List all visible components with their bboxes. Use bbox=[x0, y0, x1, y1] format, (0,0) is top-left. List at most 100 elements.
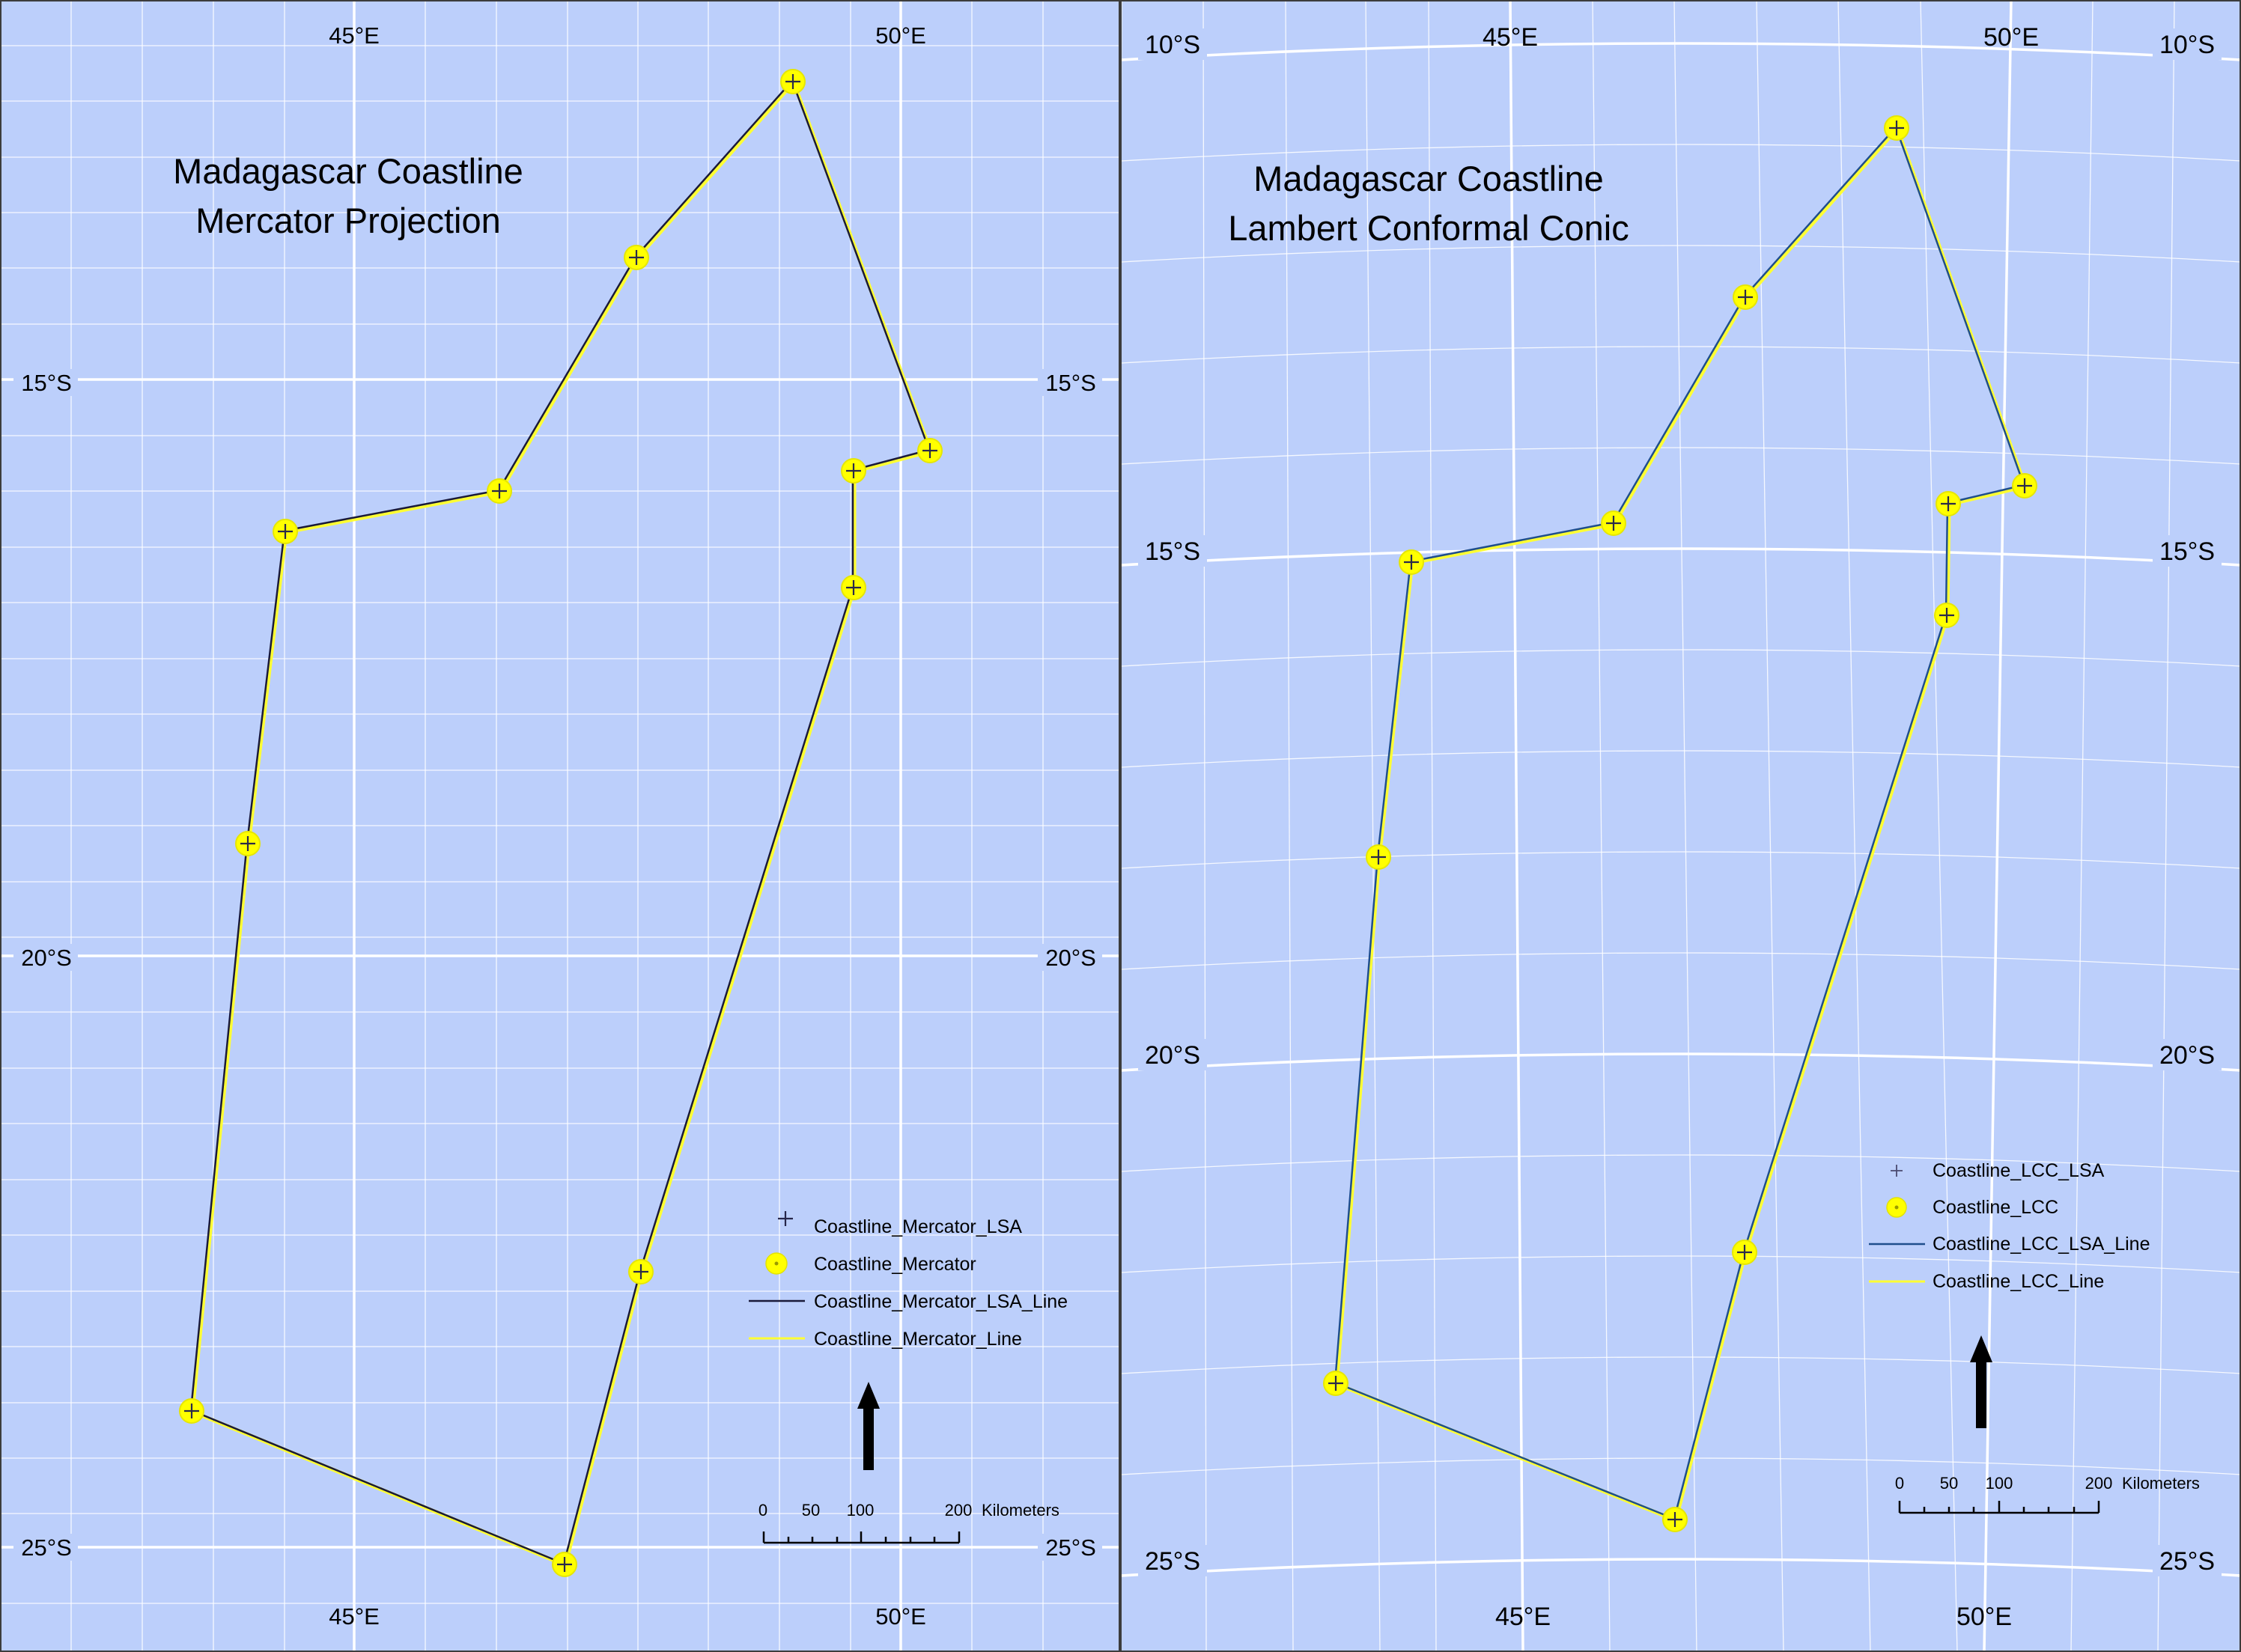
legend-label-lsa-line: Coastline_Mercator_LSA_Line bbox=[814, 1291, 1068, 1312]
graticule-parallel bbox=[1122, 1154, 2241, 1172]
legend-item-points: Coastline_Mercator bbox=[765, 1252, 976, 1275]
legend-label-lsa-points: Coastline_Mercator_LSA bbox=[814, 1216, 1022, 1237]
legend-label-line: Coastline_LCC_Line bbox=[1933, 1271, 2104, 1292]
graticule-parallel bbox=[1122, 952, 2241, 970]
graticule bbox=[1122, 0, 2241, 1652]
scale-tick-50: 50 bbox=[1940, 1474, 1958, 1493]
lon-label-45e-bottom: 45°E bbox=[1495, 1603, 1551, 1631]
coastline-lsa-point bbox=[278, 524, 293, 539]
graticule-meridian bbox=[1920, 0, 1958, 1652]
graticule-meridian bbox=[1285, 0, 1294, 1652]
map-title-line1: Madagascar Coastline bbox=[173, 151, 523, 191]
lat-labels: 10°S 10°S 15°S 15°S 20°S 20°S 25°S 25°S bbox=[1138, 28, 2222, 1576]
scale-tick-200: 200 bbox=[945, 1501, 973, 1520]
coastline-points bbox=[179, 69, 943, 1577]
panel-divider bbox=[1119, 0, 1122, 1652]
lat-label-15s-left: 15°S bbox=[1145, 537, 1200, 566]
map-title: Madagascar Coastline Lambert Conformal C… bbox=[1228, 159, 1629, 248]
scale-bar: 0 50 100 200 Kilometers bbox=[758, 1501, 1059, 1544]
graticule-parallel bbox=[1122, 1457, 2241, 1475]
coastline-lsa-point bbox=[629, 250, 644, 265]
coastline-lsa-point bbox=[1606, 516, 1621, 531]
coastline-points bbox=[1323, 115, 2037, 1532]
coastline-lsa-point bbox=[633, 1264, 648, 1279]
scale-unit: Kilometers bbox=[982, 1501, 1059, 1520]
scale-tick-0: 0 bbox=[758, 1501, 767, 1520]
legend: Coastline_LCC_LSA Coastline_LCC Coastlin… bbox=[1869, 1160, 2150, 1292]
graticule-parallel bbox=[1122, 851, 2241, 869]
coastline-lsa-point bbox=[1939, 608, 1954, 623]
scale-bar: 0 50 100 200 Kilometers bbox=[1895, 1474, 2200, 1514]
legend: Coastline_Mercator_LSA Coastline_Mercato… bbox=[749, 1211, 1068, 1350]
lon-label-50e-bottom: 50°E bbox=[875, 1603, 926, 1630]
lat-label-25s-left: 25°S bbox=[21, 1534, 72, 1561]
lat-label-20s-left: 20°S bbox=[1145, 1041, 1200, 1070]
graticule-parallel bbox=[1122, 1255, 2241, 1273]
coastline-lsa-point bbox=[846, 580, 861, 595]
coastline-lcc-lsa-line bbox=[1334, 126, 2025, 1520]
graticule-parallel bbox=[1122, 649, 2241, 667]
lat-label-10s-left: 10°S bbox=[1145, 31, 1200, 59]
legend-item-lsa-line: Coastline_Mercator_LSA_Line bbox=[749, 1291, 1068, 1312]
legend-label-lsa-line: Coastline_LCC_LSA_Line bbox=[1933, 1234, 2150, 1255]
legend-item-points: Coastline_LCC bbox=[1886, 1197, 2058, 1218]
legend-label-lsa-points: Coastline_LCC_LSA bbox=[1933, 1160, 2105, 1181]
coastline-lsa-point bbox=[2017, 478, 2032, 493]
legend-item-lsa-line: Coastline_LCC_LSA_Line bbox=[1869, 1234, 2150, 1255]
north-arrow-icon bbox=[857, 1382, 880, 1470]
map-title-line2: Lambert Conformal Conic bbox=[1228, 208, 1629, 248]
scale-tick-200: 200 bbox=[2085, 1474, 2113, 1493]
lat-label-15s-right: 15°S bbox=[2159, 537, 2215, 566]
coastline-lsa-point bbox=[240, 836, 255, 851]
coastline-lsa-point bbox=[1404, 555, 1419, 570]
coastline-lsa-point bbox=[557, 1557, 572, 1572]
lat-label-10s-right: 10°S bbox=[2159, 31, 2215, 59]
coastline-lsa-point bbox=[785, 74, 800, 89]
graticule-meridian bbox=[1592, 0, 1611, 1652]
coastline-lsa-point bbox=[846, 463, 861, 478]
scale-tick-100: 100 bbox=[847, 1501, 875, 1520]
lat-label-15s-left: 15°S bbox=[21, 370, 72, 396]
graticule-parallel bbox=[1122, 1052, 2241, 1072]
coastline-lsa-point bbox=[1738, 290, 1753, 305]
graticule-parallel bbox=[1122, 144, 2241, 162]
map-title-line2: Mercator Projection bbox=[195, 201, 501, 240]
coastline-lsa-point bbox=[922, 443, 937, 458]
lon-labels: 45°E 50°E 45°E 50°E bbox=[329, 22, 926, 1630]
legend-label-line: Coastline_Mercator_Line bbox=[814, 1329, 1022, 1350]
lon-label-45e-bottom: 45°E bbox=[329, 1603, 380, 1630]
lat-label-20s-right: 20°S bbox=[2159, 1041, 2215, 1070]
graticule-meridian bbox=[1673, 0, 1697, 1652]
graticule-meridian bbox=[1202, 0, 1207, 1652]
coastline-lsa-point bbox=[1737, 1245, 1752, 1260]
lat-label-20s-right: 20°S bbox=[1045, 945, 1096, 971]
north-arrow-icon bbox=[1970, 1335, 1992, 1428]
legend-item-lsa-points: Coastline_Mercator_LSA bbox=[778, 1211, 1022, 1237]
graticule-meridian bbox=[2070, 0, 2093, 1652]
lon-label-50e-top: 50°E bbox=[1983, 23, 2039, 52]
graticule-meridian bbox=[1983, 0, 2013, 1652]
lon-label-45e-top: 45°E bbox=[1483, 23, 1538, 52]
lon-label-45e-top: 45°E bbox=[329, 22, 380, 49]
legend-item-line: Coastline_LCC_Line bbox=[1869, 1271, 2104, 1292]
legend-label-points: Coastline_LCC bbox=[1933, 1197, 2058, 1218]
lon-labels: 45°E 50°E 45°E 50°E bbox=[1483, 23, 2039, 1631]
coastline-lsa-point bbox=[184, 1403, 199, 1418]
graticule-parallel bbox=[1122, 346, 2241, 364]
lat-label-25s-right: 25°S bbox=[2159, 1547, 2215, 1576]
scale-tick-50: 50 bbox=[802, 1501, 820, 1520]
graticule-parallel bbox=[1122, 447, 2241, 465]
lcc-map-panel: Madagascar Coastline Lambert Conformal C… bbox=[1122, 0, 2241, 1652]
coastline-lsa-point bbox=[1941, 496, 1956, 511]
graticule-meridian bbox=[1509, 0, 1524, 1652]
legend-label-points: Coastline_Mercator bbox=[814, 1254, 976, 1275]
legend-item-line: Coastline_Mercator_Line bbox=[749, 1329, 1022, 1350]
graticule-parallel bbox=[1122, 1558, 2241, 1577]
lon-label-50e-top: 50°E bbox=[875, 22, 926, 49]
mercator-map-canvas: Madagascar Coastline Mercator Projection… bbox=[0, 0, 1119, 1652]
graticule bbox=[0, 0, 1119, 1652]
graticule-meridian bbox=[2157, 0, 2175, 1652]
graticule-parallel bbox=[1122, 42, 2241, 61]
lat-label-25s-left: 25°S bbox=[1145, 1547, 1200, 1576]
coastline-lsa-point bbox=[1667, 1512, 1682, 1527]
